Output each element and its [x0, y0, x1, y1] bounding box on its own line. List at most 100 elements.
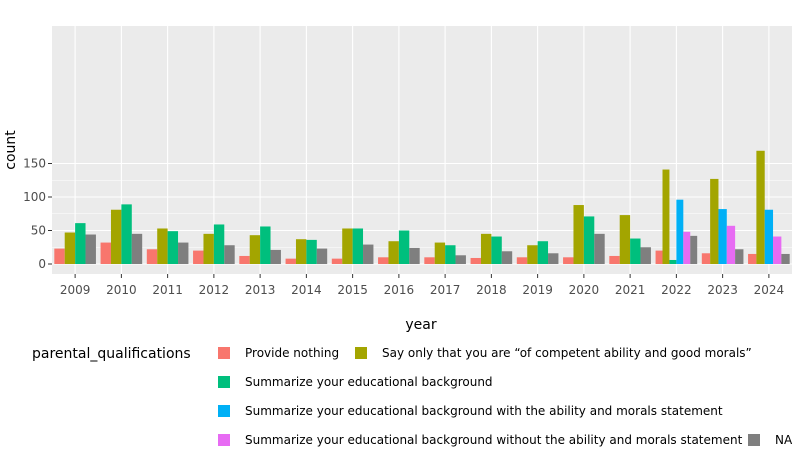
bar	[445, 245, 456, 264]
bar	[167, 231, 179, 264]
bar	[710, 178, 719, 264]
bar	[363, 244, 374, 264]
legend-key	[218, 376, 230, 388]
x-tick-label: 2024	[754, 283, 785, 297]
bar	[537, 241, 549, 264]
bar	[85, 234, 96, 264]
bar	[131, 233, 143, 264]
bar	[718, 209, 727, 264]
bar	[388, 241, 399, 264]
bar	[378, 257, 389, 264]
bar	[470, 257, 481, 264]
x-tick-label: 2009	[60, 283, 91, 297]
x-tick-label: 2016	[384, 283, 415, 297]
y-tick-label: 0	[38, 257, 46, 271]
legend-label: NA	[775, 433, 793, 447]
x-tick-label: 2020	[569, 283, 600, 297]
bar	[619, 215, 631, 264]
bar	[260, 226, 271, 264]
bar	[434, 242, 446, 264]
bar	[655, 250, 663, 264]
bar	[501, 251, 513, 264]
legend-key	[355, 347, 367, 359]
bar	[316, 248, 328, 264]
bar	[516, 257, 528, 264]
y-axis-ticks: 0 50 100 150	[23, 157, 52, 271]
x-tick-label: 2011	[152, 283, 183, 297]
bar	[756, 150, 765, 264]
bar	[54, 248, 65, 264]
bar	[64, 232, 76, 264]
bar	[630, 238, 641, 264]
bar	[157, 228, 168, 264]
bar	[213, 224, 225, 264]
bar	[676, 199, 684, 264]
bar	[203, 233, 214, 264]
x-axis-ticks: 2009 2010 2011 2012 2013 2014 2015 2016 2017 2018…	[60, 274, 784, 297]
bar	[640, 247, 651, 264]
x-tick-label: 2017	[430, 283, 461, 297]
bar	[748, 253, 757, 264]
x-tick-label: 2019	[522, 283, 553, 297]
x-tick-label: 2018	[476, 283, 507, 297]
y-tick-label: 150	[23, 157, 46, 171]
bar	[563, 257, 574, 264]
bar	[548, 253, 559, 264]
bar	[178, 242, 189, 264]
x-tick-label: 2023	[707, 283, 738, 297]
bar	[669, 259, 677, 264]
bar	[609, 255, 620, 264]
x-tick-label: 2014	[291, 283, 322, 297]
bar	[683, 231, 691, 264]
bar	[239, 255, 250, 264]
bar	[146, 249, 158, 264]
bar	[781, 253, 790, 264]
bar	[249, 235, 261, 264]
bar	[527, 245, 538, 264]
legend-key	[748, 434, 760, 446]
bar	[100, 242, 111, 264]
bar	[121, 204, 132, 264]
y-tick-label: 50	[31, 224, 46, 238]
bar	[480, 233, 492, 264]
bar	[193, 250, 204, 264]
bar	[455, 255, 466, 264]
bar	[398, 230, 410, 264]
bar	[773, 236, 782, 264]
y-axis-title: count	[3, 130, 19, 170]
bar	[409, 247, 420, 264]
legend-title: parental_qualifications	[32, 346, 191, 362]
bar	[424, 257, 435, 264]
x-tick-label: 2012	[199, 283, 230, 297]
bar	[662, 169, 670, 264]
bar	[270, 249, 281, 264]
bar	[331, 258, 343, 264]
bar	[573, 205, 584, 264]
bar	[110, 209, 122, 264]
legend: Provide nothing Say only that you are “of…	[218, 346, 793, 447]
x-tick-label: 2021	[615, 283, 646, 297]
bar	[342, 228, 353, 264]
legend-key	[218, 405, 230, 417]
x-tick-label: 2022	[661, 283, 692, 297]
legend-label: Provide nothing	[245, 346, 339, 360]
bar	[224, 245, 235, 264]
legend-key	[218, 434, 230, 446]
bar	[583, 216, 595, 264]
bar	[726, 225, 736, 264]
legend-label: Say only that you are “of competent abil…	[382, 346, 752, 360]
bar	[701, 253, 711, 264]
bar	[491, 236, 502, 264]
x-tick-label: 2015	[337, 283, 368, 297]
legend-label: Summarize your educational background wi…	[245, 433, 743, 447]
bars	[54, 150, 790, 264]
x-axis-title: year	[405, 317, 436, 333]
legend-label: Summarize your educational background wi…	[245, 404, 723, 418]
y-tick-label: 100	[23, 190, 46, 204]
bar	[75, 223, 86, 264]
bar	[735, 249, 744, 264]
bar	[594, 233, 605, 264]
legend-key	[218, 347, 230, 359]
bar	[690, 235, 698, 264]
